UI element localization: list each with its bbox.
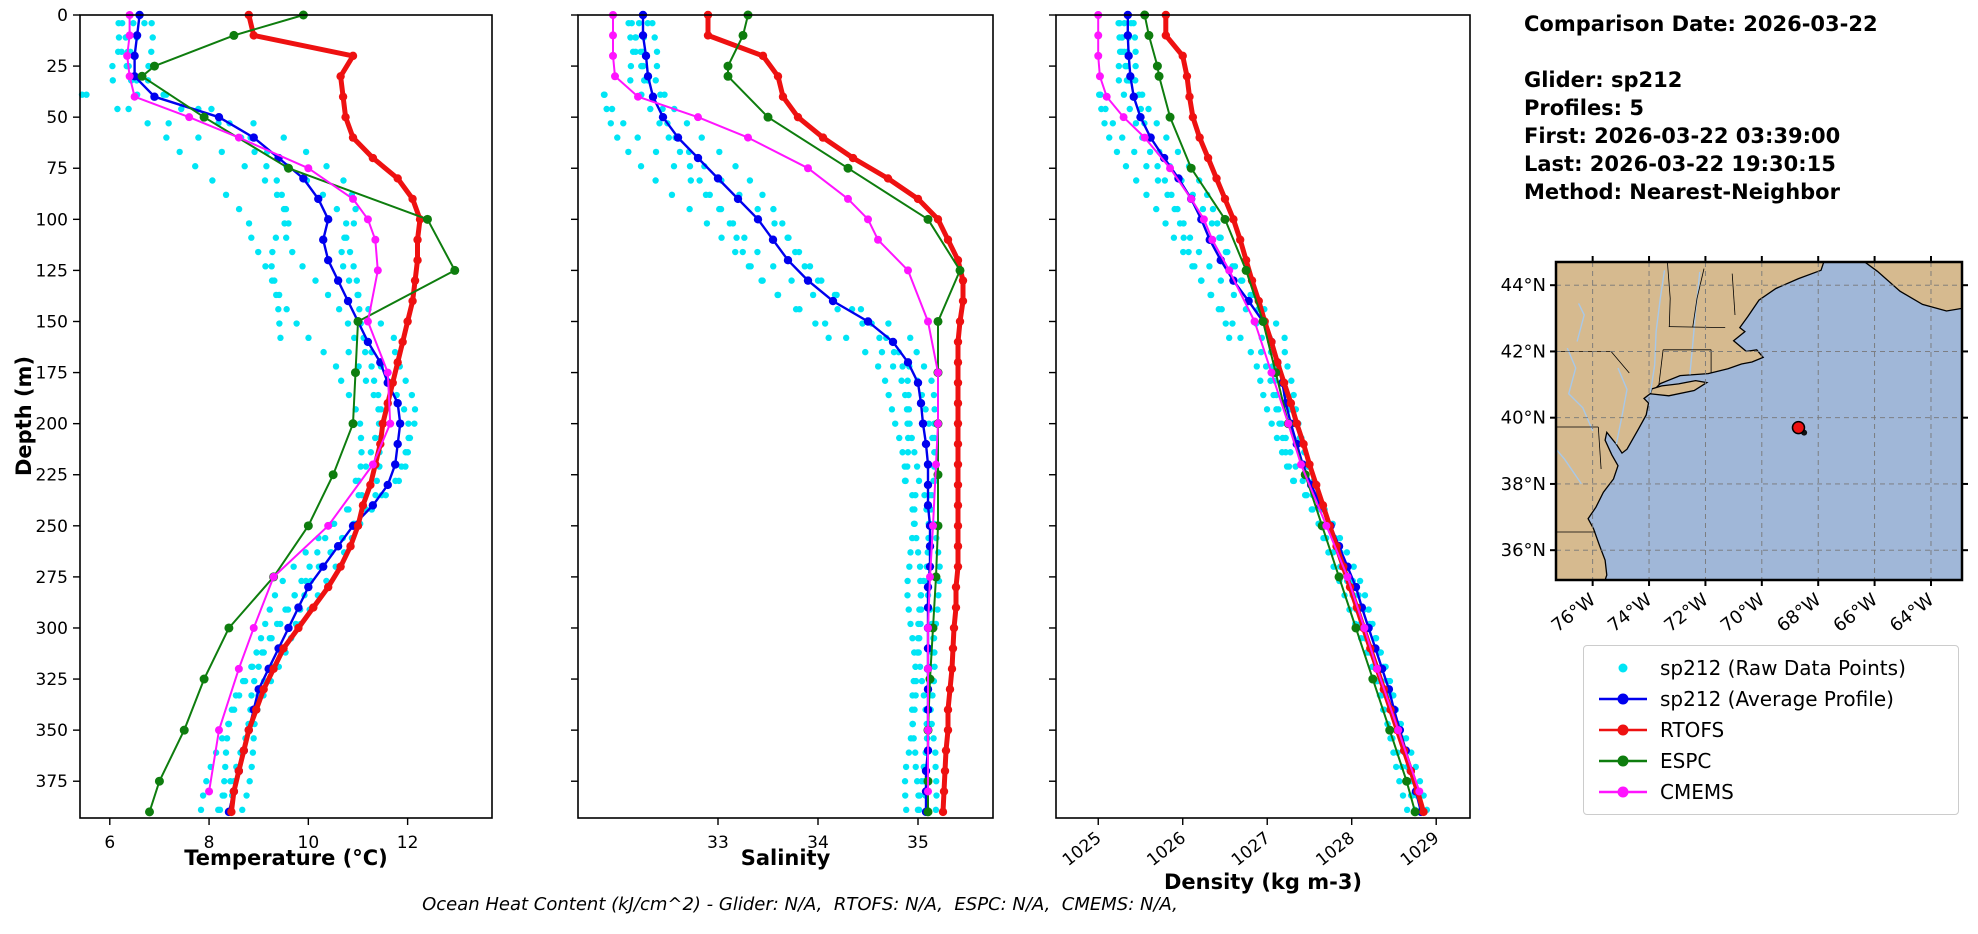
temperature-tick-label: 8 bbox=[204, 833, 215, 853]
map-lon-tick-label: 64°W bbox=[1886, 589, 1938, 636]
map-lat-tick-label: 44°N bbox=[1501, 275, 1546, 296]
series-rtofs bbox=[703, 10, 968, 817]
depth-tick-label: 200 bbox=[36, 415, 68, 435]
glider-text: Glider: sp212 bbox=[1524, 68, 1683, 92]
depth-tick-label: 25 bbox=[46, 57, 68, 77]
depth-tick-label: 175 bbox=[36, 364, 68, 384]
legend-item-sp212-raw-data-points: sp212 (Raw Data Points) bbox=[1596, 656, 1946, 680]
plot-background bbox=[1056, 15, 1470, 818]
legend-item-sp212-average-profile: sp212 (Average Profile) bbox=[1596, 687, 1946, 711]
legend-item-cmems: CMEMS bbox=[1596, 780, 1946, 804]
depth-tick-label: 50 bbox=[46, 108, 68, 128]
legend-label: ESPC bbox=[1660, 749, 1712, 773]
legend-marker-rtofs bbox=[1599, 724, 1647, 736]
info-gap bbox=[1524, 38, 1878, 66]
depth-tick-label: 75 bbox=[46, 159, 68, 179]
density-tick-label: 1025 bbox=[1059, 828, 1105, 870]
depth-axis-label: Depth (m) bbox=[12, 355, 36, 477]
series-cmems bbox=[123, 11, 395, 796]
depth-tick-label: 125 bbox=[36, 261, 68, 281]
density-chart: 1025 1026 1027 1028 1029 Density (kg m-3) bbox=[1049, 10, 1471, 894]
density-tick-label: 1026 bbox=[1143, 828, 1189, 870]
map-frame bbox=[1554, 260, 1964, 582]
temperature-tick-label: 6 bbox=[104, 833, 115, 853]
info-panel: Comparison Date: 2026-03-22 Glider: sp21… bbox=[1524, 10, 1878, 206]
map-gridlines bbox=[1556, 262, 1962, 580]
legend-label: CMEMS bbox=[1660, 780, 1734, 804]
map-lat-tick-label: 36°N bbox=[1501, 540, 1546, 561]
map-lon-tick-label: 70°W bbox=[1717, 589, 1769, 636]
salinity-axis-label: Salinity bbox=[741, 846, 831, 870]
legend: sp212 (Raw Data Points) sp212 (Average Pr… bbox=[1583, 645, 1959, 815]
temperature-tick-label: 10 bbox=[298, 833, 320, 853]
method-text: Method: Nearest-Neighbor bbox=[1524, 180, 1840, 204]
map-lon-tick-label: 76°W bbox=[1548, 589, 1600, 636]
legend-marker-cmems bbox=[1599, 786, 1647, 798]
map-lon-tick-label: 68°W bbox=[1773, 589, 1825, 636]
depth-tick-label: 250 bbox=[36, 517, 68, 537]
density-axis-label: Density (kg m-3) bbox=[1164, 870, 1362, 894]
first-time-text: First: 2026-03-22 03:39:00 bbox=[1524, 124, 1841, 148]
legend-label: RTOFS bbox=[1660, 718, 1725, 742]
depth-tick-label: 325 bbox=[36, 670, 68, 690]
legend-item-rtofs: RTOFS bbox=[1596, 718, 1946, 742]
density-tick-label: 1027 bbox=[1228, 828, 1274, 870]
comparison-date-text: Comparison Date: 2026-03-22 bbox=[1524, 12, 1878, 36]
depth-tick-label: 350 bbox=[36, 721, 68, 741]
map-lat-tick-label: 38°N bbox=[1501, 474, 1546, 495]
depth-tick-label: 100 bbox=[36, 210, 68, 230]
axes-frame bbox=[79, 14, 493, 819]
legend-item-espc: ESPC bbox=[1596, 749, 1946, 773]
depth-tick-label: 375 bbox=[36, 772, 68, 792]
glider-position-marker bbox=[1791, 420, 1806, 435]
map-lon-tick-label: 74°W bbox=[1604, 589, 1656, 636]
density-tick-label: 1028 bbox=[1312, 828, 1358, 870]
series-cmems bbox=[609, 11, 942, 796]
location-map: 76°W 74°W 72°W 70°W 68°W 66°W 64°W 36°N 38°N 40°N… bbox=[1501, 256, 1968, 637]
temperature-tick-label: 12 bbox=[397, 833, 419, 853]
plot-background bbox=[80, 15, 492, 818]
depth-tick-label: 225 bbox=[36, 466, 68, 486]
salinity-chart: 33 34 35 Salinity bbox=[571, 10, 994, 870]
salinity-tick-label: 33 bbox=[707, 833, 729, 853]
legend-marker-sp212-raw-data-points bbox=[1618, 663, 1628, 673]
temperature-axis-label: Temperature (°C) bbox=[184, 846, 387, 870]
series-cmems bbox=[1094, 11, 1424, 796]
legend-label: sp212 (Average Profile) bbox=[1660, 687, 1894, 711]
temperature-chart: 0 25 50 75 100 125 150 175 200 225 250 275 300 325 350… bbox=[36, 6, 493, 870]
ocean-heat-content-note: Ocean Heat Content (kJ/cm^2) - Glider: N… bbox=[422, 894, 1178, 915]
legend-marker-espc bbox=[1599, 755, 1647, 767]
map-lon-tick-label: 66°W bbox=[1830, 589, 1882, 636]
legend-label: sp212 (Raw Data Points) bbox=[1660, 656, 1906, 680]
salinity-tick-label: 35 bbox=[907, 833, 929, 853]
depth-tick-label: 150 bbox=[36, 312, 68, 332]
legend-marker-sp212-average-profile bbox=[1599, 693, 1647, 705]
land-areas bbox=[1556, 262, 1962, 580]
depth-tick-label: 300 bbox=[36, 619, 68, 639]
profiles-text: Profiles: 5 bbox=[1524, 96, 1645, 120]
depth-tick-label: 0 bbox=[57, 6, 68, 26]
map-lon-tick-label: 72°W bbox=[1660, 589, 1712, 636]
density-tick-label: 1029 bbox=[1397, 828, 1443, 870]
last-time-text: Last: 2026-03-22 19:30:15 bbox=[1524, 152, 1836, 176]
map-lat-tick-label: 42°N bbox=[1501, 341, 1546, 362]
salinity-tick-label: 34 bbox=[807, 833, 829, 853]
map-lat-tick-label: 40°N bbox=[1501, 408, 1546, 429]
axes-frame bbox=[577, 14, 994, 819]
axes-frame bbox=[1055, 14, 1471, 819]
plot-background bbox=[578, 15, 993, 818]
depth-tick-label: 275 bbox=[36, 568, 68, 588]
